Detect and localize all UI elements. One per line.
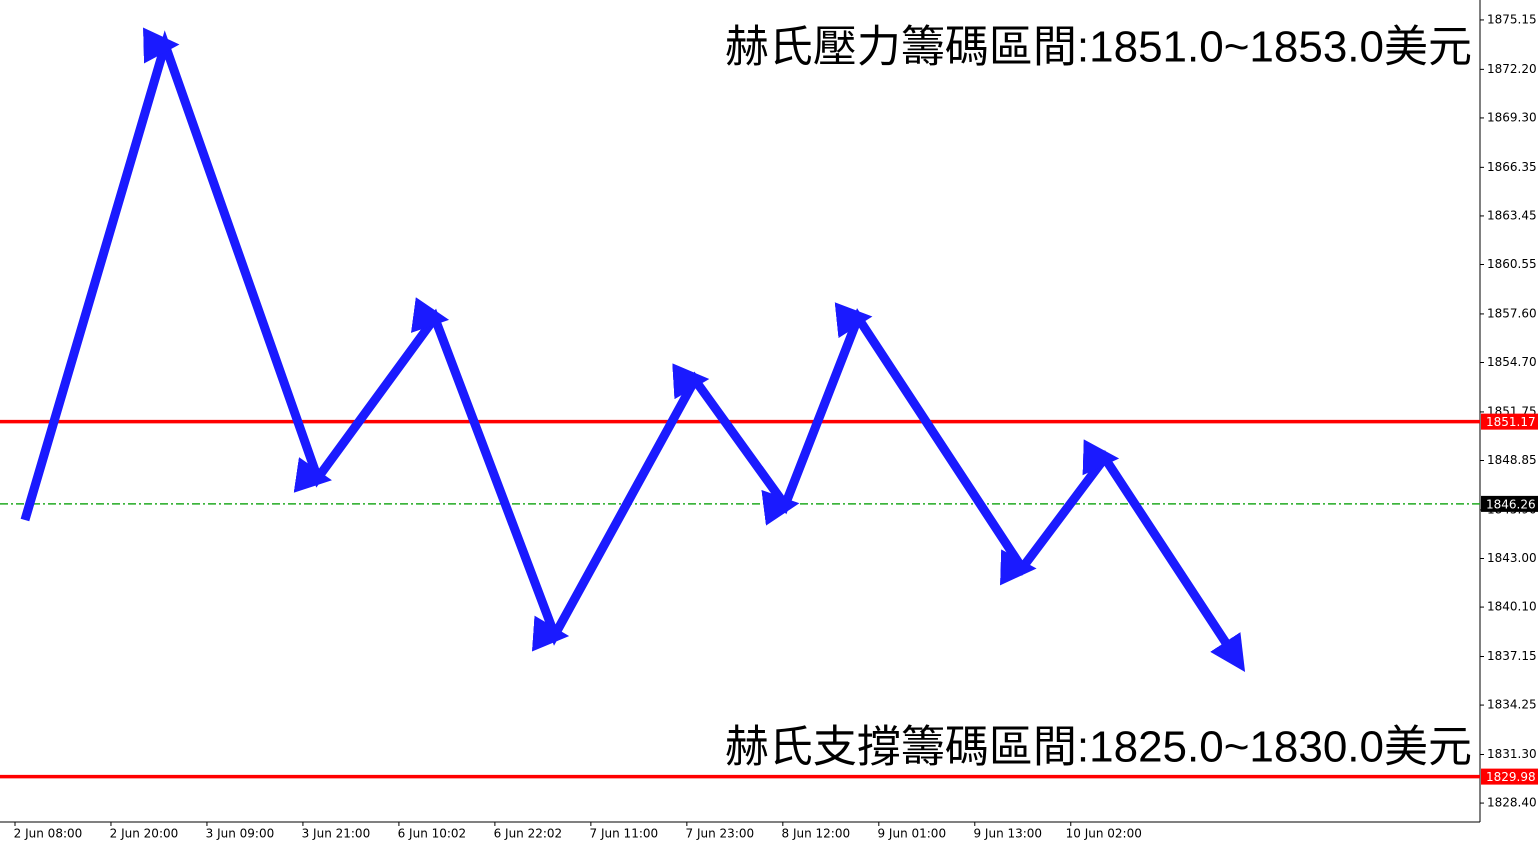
y-tick-label: 1834.25 bbox=[1487, 698, 1537, 712]
y-tick-label: 1843.00 bbox=[1487, 551, 1537, 565]
y-tick-label: 1866.35 bbox=[1487, 160, 1537, 174]
trend-line bbox=[20, 27, 1246, 673]
y-tick-label: 1857.60 bbox=[1487, 306, 1537, 320]
price-label-box bbox=[1481, 495, 1538, 512]
x-tick-label: 8 Jun 12:00 bbox=[782, 827, 851, 841]
y-tick-label: 1863.45 bbox=[1487, 208, 1537, 222]
y-tick-label: 1860.55 bbox=[1487, 257, 1537, 271]
price-label: 1846.26 bbox=[1486, 497, 1536, 511]
x-tick-label: 7 Jun 11:00 bbox=[590, 827, 659, 841]
y-tick-label: 1848.85 bbox=[1487, 453, 1537, 467]
y-tick-label: 1854.70 bbox=[1487, 355, 1537, 369]
annotation: 赫氏支撐籌碼區間:1825.0~1830.0美元 bbox=[725, 723, 1472, 772]
price-label-box bbox=[1481, 413, 1538, 430]
price-label: 1851.17 bbox=[1486, 415, 1536, 429]
x-tick-label: 3 Jun 09:00 bbox=[206, 827, 275, 841]
y-tick-label: 1875.15 bbox=[1487, 12, 1537, 26]
y-tick-label: 1828.40 bbox=[1487, 796, 1537, 810]
x-tick-label: 6 Jun 22:02 bbox=[494, 827, 563, 841]
x-tick-label: 6 Jun 10:02 bbox=[398, 827, 467, 841]
x-tick-label: 9 Jun 13:00 bbox=[973, 827, 1042, 841]
annotation: 赫氏壓力籌碼區間:1851.0~1853.0美元 bbox=[725, 23, 1472, 72]
x-tick-label: 3 Jun 21:00 bbox=[302, 827, 371, 841]
x-tick-label: 9 Jun 01:00 bbox=[877, 827, 946, 841]
x-tick-label: 2 Jun 20:00 bbox=[110, 827, 179, 841]
price-label-box bbox=[1481, 768, 1538, 785]
y-tick-label: 1831.30 bbox=[1487, 747, 1537, 761]
y-tick-label: 1869.30 bbox=[1487, 110, 1537, 124]
x-tick-label: 2 Jun 08:00 bbox=[14, 827, 83, 841]
price-label: 1829.98 bbox=[1486, 770, 1536, 784]
x-tick-label: 7 Jun 23:00 bbox=[686, 827, 755, 841]
x-tick-label: 10 Jun 02:00 bbox=[1066, 827, 1142, 841]
y-tick-label: 1872.20 bbox=[1487, 62, 1537, 76]
y-tick-label: 1837.15 bbox=[1487, 649, 1537, 663]
y-tick-label: 1840.10 bbox=[1487, 600, 1537, 614]
